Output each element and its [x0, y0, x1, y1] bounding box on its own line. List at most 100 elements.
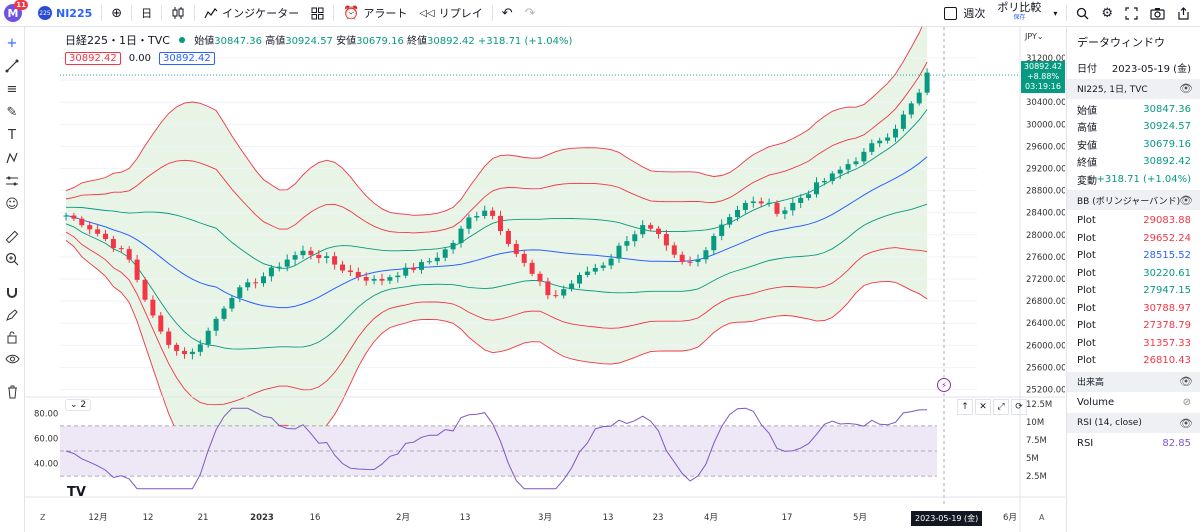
candlestick-icon — [172, 7, 184, 19]
candle — [885, 137, 891, 141]
eye-icon[interactable]: 👁 — [1179, 193, 1193, 207]
redo-button[interactable]: ↷ — [519, 0, 542, 26]
alert-button[interactable]: ⏰ アラート — [337, 0, 413, 26]
lock-icon — [7, 331, 17, 344]
pattern-tool-icon[interactable] — [0, 148, 24, 168]
pattern-icon — [6, 152, 18, 164]
date-value: 2023-05-19 (金) — [1111, 64, 1191, 76]
maximize-icon[interactable]: ⤢ — [993, 399, 1009, 415]
rsi-section-header[interactable]: RSI (14, close) 👁 — [1067, 413, 1200, 433]
layouts-button[interactable] — [305, 0, 330, 26]
add-symbol-button[interactable]: ⊕ — [105, 0, 128, 26]
zoom-tool-icon[interactable] — [0, 249, 24, 269]
time-tick-label: 2月 — [396, 513, 410, 523]
tradingview-logo-icon[interactable]: 𝗧𝗩 — [67, 485, 86, 500]
axes: 31200.0030800.0030400.0030000.0029600.00… — [25, 27, 1065, 532]
chart-area[interactable]: 31200.0030800.0030400.0030000.0029600.00… — [25, 27, 1065, 532]
divider — [194, 5, 196, 21]
price-tick-label: 30400.00 — [1026, 98, 1065, 108]
eye-icon[interactable]: 👁 — [1179, 375, 1193, 388]
emoji-tool-icon[interactable]: ☺ — [5, 196, 19, 212]
weekly-toggle[interactable]: 週次 — [938, 0, 991, 26]
prediction-tool-icon[interactable] — [0, 171, 24, 191]
rsi-section-label: RSI (14, close) — [1077, 418, 1142, 428]
ruler-tool-icon[interactable] — [0, 227, 24, 247]
current-price-change: +8.88% — [1026, 72, 1060, 81]
legend-low-label: 安値 — [336, 36, 357, 47]
save-label: 保存 — [1013, 14, 1026, 21]
bb-plot-row: Plot 28515.52 — [1067, 247, 1200, 265]
screenshot-button[interactable] — [1144, 0, 1171, 26]
time-tick-label: 3月 — [538, 513, 552, 523]
visibility-tool-icon[interactable] — [0, 349, 24, 369]
candle — [482, 210, 488, 216]
ohlc-row: 変動 +318.71 (+1.04%) — [1067, 171, 1200, 189]
candle — [877, 140, 883, 144]
price-tick-label: 30000.00 — [1026, 120, 1065, 130]
close-icon[interactable]: ✕ — [975, 399, 991, 415]
candle — [640, 225, 646, 235]
legend-close-value: 30892.42 — [427, 36, 475, 47]
brush-tool-icon[interactable]: ✎ — [6, 104, 18, 120]
indicators-label: インジケーター — [222, 7, 300, 20]
candle — [347, 270, 353, 272]
interval-button[interactable]: 日 — [141, 7, 153, 20]
time-tick-label: 23 — [653, 513, 664, 523]
bb-legend: 30892.42 0.00 30892.42 — [65, 52, 215, 65]
candle — [750, 201, 756, 203]
indicators-button[interactable]: インジケーター — [198, 0, 305, 26]
undo-button[interactable]: ↶ — [496, 0, 519, 26]
bb-plot-label: Plot — [1077, 232, 1096, 244]
share-button[interactable] — [1171, 0, 1196, 26]
symbol-section-header[interactable]: NI225, 1日, TVC 👁 — [1067, 78, 1200, 99]
replay-button[interactable]: ◁◁ リプレイ — [413, 0, 488, 26]
legend-high-value: 30924.57 — [285, 36, 333, 47]
volume-row: Volume ⊘ — [1067, 394, 1200, 412]
lock-tool-icon[interactable] — [0, 327, 24, 347]
eye-icon[interactable]: 👁 — [1179, 82, 1193, 95]
candle — [814, 182, 819, 195]
reset-zoom-button[interactable]: Z — [40, 513, 46, 522]
event-lightning-icon[interactable]: ⚡ — [937, 378, 951, 392]
bb-plot-value: 31357.33 — [1143, 337, 1191, 349]
delete-tool-icon[interactable] — [0, 382, 24, 402]
candle — [158, 315, 164, 332]
data-window-panel: データウィンドウ 日付 2023-05-19 (金) NI225, 1日, TV… — [1066, 27, 1200, 532]
candle — [608, 258, 614, 266]
candle — [529, 262, 535, 274]
chart-canvas[interactable]: 31200.0030800.0030400.0030000.0029600.00… — [25, 27, 1065, 532]
volume-section-header[interactable]: 出来高 👁 — [1067, 371, 1200, 392]
auto-scale-button[interactable]: A — [1039, 513, 1045, 522]
compare-save-button[interactable]: ポリ比較 保存 — [991, 0, 1047, 26]
ohlc-label: 始値 — [1077, 105, 1097, 117]
trend-line-tool-icon[interactable] — [0, 56, 24, 76]
bb-basis-line — [65, 156, 928, 309]
stay-drawing-tool-icon[interactable] — [0, 305, 24, 325]
save-dropdown-button[interactable]: ▾ — [1047, 0, 1063, 26]
ruler-icon — [5, 230, 19, 244]
arrow-up-icon[interactable]: ↑ — [957, 399, 973, 415]
candle — [434, 257, 440, 262]
currency-label[interactable]: JPY⌄ — [1025, 32, 1044, 41]
search-button[interactable] — [1070, 0, 1095, 26]
rsi-collapse-button[interactable]: ⌄ 2 — [65, 399, 92, 411]
search-icon — [1077, 7, 1089, 19]
bb-section-header[interactable]: BB (ボリンジャーバンド) 👁 — [1067, 190, 1200, 210]
magnet-tool-icon[interactable] — [0, 283, 24, 303]
user-avatar[interactable]: M 11 — [4, 0, 28, 22]
fib-tool-icon[interactable]: ≡ — [6, 81, 18, 97]
candle — [498, 215, 503, 231]
symbol-search-button[interactable]: 225 NI225 — [32, 0, 98, 26]
settings-button[interactable]: ⚙ — [1095, 0, 1119, 26]
candle — [166, 331, 172, 345]
refresh-icon[interactable]: ⟳ — [1011, 399, 1027, 415]
candle — [387, 277, 393, 281]
crosshair-tool-icon[interactable]: + — [6, 35, 18, 51]
fullscreen-button[interactable] — [1119, 0, 1144, 26]
eye-icon[interactable]: 👁 — [1179, 416, 1193, 430]
chart-type-button[interactable] — [165, 0, 191, 26]
price-tick-label: 27200.00 — [1026, 275, 1065, 285]
text-tool-icon[interactable]: T — [8, 127, 16, 143]
divider — [1066, 5, 1068, 21]
divider — [333, 5, 335, 21]
